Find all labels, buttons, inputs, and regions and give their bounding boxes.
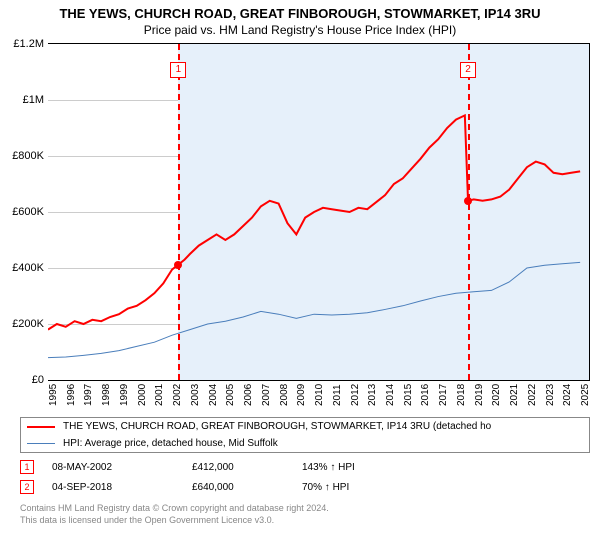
x-tick-label: 2024 [562,384,573,406]
marker-date: 04-SEP-2018 [52,482,192,493]
reference-line [178,44,180,380]
footer-line-1: Contains HM Land Registry data © Crown c… [20,503,590,515]
x-tick-label: 2011 [332,384,343,406]
x-tick-label: 2017 [438,384,449,406]
x-tick-label: 2014 [385,384,396,406]
marker-price: £412,000 [192,462,302,473]
legend-label: THE YEWS, CHURCH ROAD, GREAT FINBOROUGH,… [63,421,491,432]
y-tick-label: £1.2M [13,38,44,50]
x-tick-label: 1995 [48,384,59,406]
x-tick-label: 2002 [172,384,183,406]
y-tick-label: £0 [32,374,44,386]
x-tick-label: 2001 [154,384,165,406]
marker-pct: 143% ↑ HPI [302,462,422,473]
x-tick-label: 1998 [101,384,112,406]
x-axis: 1995 1996 1997 1998 1999 2000 2001 2002 2003 2004… [48,380,589,410]
x-tick-label: 2007 [261,384,272,406]
legend-item: HPI: Average price, detached house, Mid … [21,435,589,452]
page-title: THE YEWS, CHURCH ROAD, GREAT FINBOROUGH,… [10,6,590,21]
page-subtitle: Price paid vs. HM Land Registry's House … [10,23,590,37]
marker-number-box: 2 [20,480,34,494]
x-tick-label: 2013 [367,384,378,406]
marker-table: 1 08-MAY-2002£412,000143% ↑ HPI 2 04-SEP-20… [20,457,590,497]
series-hpi [48,262,580,357]
y-tick-label: £800K [12,150,44,162]
x-tick-label: 2022 [527,384,538,406]
x-tick-label: 2019 [474,384,485,406]
x-tick-label: 2005 [225,384,236,406]
marker-number-box: 1 [20,460,34,474]
chart-marker-dot [464,197,472,205]
chart-marker-dot [174,261,182,269]
y-tick-label: £400K [12,262,44,274]
chart-marker-label: 1 [170,62,186,78]
marker-date: 08-MAY-2002 [52,462,192,473]
footer: Contains HM Land Registry data © Crown c… [20,503,590,526]
x-tick-label: 2020 [491,384,502,406]
x-tick-label: 2012 [350,384,361,406]
x-tick-label: 1997 [83,384,94,406]
marker-pct: 70% ↑ HPI [302,482,422,493]
y-tick-label: £1M [23,94,44,106]
reference-line [468,44,470,380]
x-tick-label: 1999 [119,384,130,406]
x-tick-label: 2015 [403,384,414,406]
chart-marker-label: 2 [460,62,476,78]
chart-lines [48,44,589,380]
footer-line-2: This data is licensed under the Open Gov… [20,515,590,527]
x-tick-label: 2003 [190,384,201,406]
marker-table-row: 2 04-SEP-2018£640,00070% ↑ HPI [20,477,590,497]
x-tick-label: 2021 [509,384,520,406]
x-tick-label: 2008 [279,384,290,406]
x-tick-label: 2018 [456,384,467,406]
x-tick-label: 2006 [243,384,254,406]
series-price [48,115,580,329]
marker-table-row: 1 08-MAY-2002£412,000143% ↑ HPI [20,457,590,477]
chart-plot-area: £0£200K£400K£600K£800K£1M£1.2M 12 199519… [48,43,590,381]
x-tick-label: 2004 [208,384,219,406]
marker-price: £640,000 [192,482,302,493]
x-tick-label: 2023 [545,384,556,406]
x-tick-label: 2000 [137,384,148,406]
x-tick-label: 2010 [314,384,325,406]
x-tick-label: 1996 [66,384,77,406]
legend: THE YEWS, CHURCH ROAD, GREAT FINBOROUGH,… [20,417,590,453]
legend-swatch [27,426,55,428]
x-tick-label: 2016 [420,384,431,406]
x-tick-label: 2025 [580,384,591,406]
legend-label: HPI: Average price, detached house, Mid … [63,438,278,449]
y-tick-label: £200K [12,318,44,330]
legend-swatch [27,443,55,444]
x-tick-label: 2009 [296,384,307,406]
y-axis: £0£200K£400K£600K£800K£1M£1.2M [0,44,46,380]
legend-item: THE YEWS, CHURCH ROAD, GREAT FINBOROUGH,… [21,418,589,435]
y-tick-label: £600K [12,206,44,218]
